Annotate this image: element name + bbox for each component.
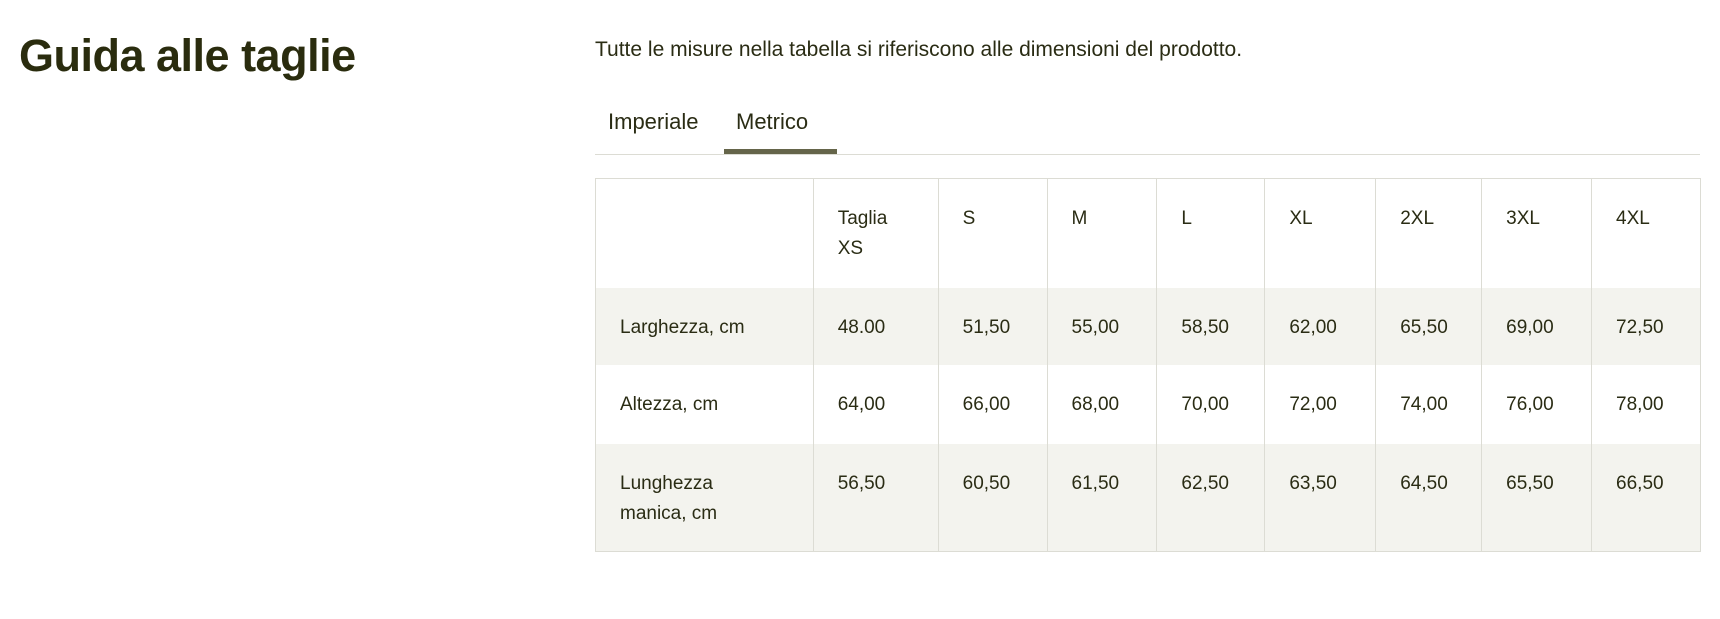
table-cell: 78,00 [1591, 364, 1701, 444]
table-cell: 61,50 [1046, 443, 1157, 552]
table-cell: 72,00 [1264, 364, 1376, 444]
table-cell: 64,50 [1375, 443, 1482, 552]
column-header: XL [1264, 178, 1376, 288]
table-cell: 65,50 [1375, 287, 1482, 365]
column-header: 2XL [1375, 178, 1482, 288]
table-cell: 66,50 [1591, 443, 1701, 552]
table-cell: 58,50 [1156, 287, 1265, 365]
column-header: 3XL [1481, 178, 1592, 288]
table-cell: 62,50 [1156, 443, 1265, 552]
tab-metrico[interactable]: Metrico [724, 109, 837, 154]
table-cell: 62,00 [1264, 287, 1376, 365]
row-label: Larghezza, cm [595, 287, 814, 365]
table-cell: 72,50 [1591, 287, 1701, 365]
size-table: Taglia XS S M L XL 2XL 3XL 4XL Larghezza, cm 48.… [595, 178, 1701, 552]
table-cell: 56,50 [812, 443, 939, 552]
table-cell: 68,00 [1046, 364, 1157, 444]
table-cell: 64,00 [812, 364, 939, 444]
column-header: 4XL [1591, 178, 1701, 288]
table-cell: 76,00 [1481, 364, 1592, 444]
column-header: L [1156, 178, 1265, 288]
column-header [595, 178, 814, 288]
table-cell: 60,50 [937, 443, 1048, 552]
column-header: Taglia XS [812, 178, 939, 288]
page-title: Guida alle taglie [19, 30, 356, 81]
unit-tabs: Imperiale Metrico [595, 104, 1700, 155]
row-label: Altezza, cm [595, 364, 814, 444]
table-cell: 70,00 [1156, 364, 1265, 444]
table-cell: 69,00 [1481, 287, 1592, 365]
table-cell: 51,50 [937, 287, 1048, 365]
table-row: Lunghezza manica, cm 56,50 60,50 61,50 62,50… [595, 443, 1701, 552]
table-cell: 48.00 [812, 287, 939, 365]
column-header: M [1046, 178, 1157, 288]
tab-imperiale[interactable]: Imperiale [608, 109, 699, 134]
column-header: S [937, 178, 1048, 288]
table-row: Altezza, cm 64,00 66,00 68,00 70,00 72,00 74,0… [595, 364, 1701, 444]
table-cell: 66,00 [937, 364, 1048, 444]
table-cell: 63,50 [1264, 443, 1376, 552]
table-row: Larghezza, cm 48.00 51,50 55,00 58,50 62,00 65… [595, 287, 1701, 365]
table-cell: 55,00 [1046, 287, 1157, 365]
row-label: Lunghezza manica, cm [595, 443, 814, 552]
table-cell: 65,50 [1481, 443, 1592, 552]
table-cell: 74,00 [1375, 364, 1482, 444]
table-header-row: Taglia XS S M L XL 2XL 3XL 4XL [595, 178, 1701, 288]
intro-text: Tutte le misure nella tabella si riferis… [595, 38, 1243, 61]
